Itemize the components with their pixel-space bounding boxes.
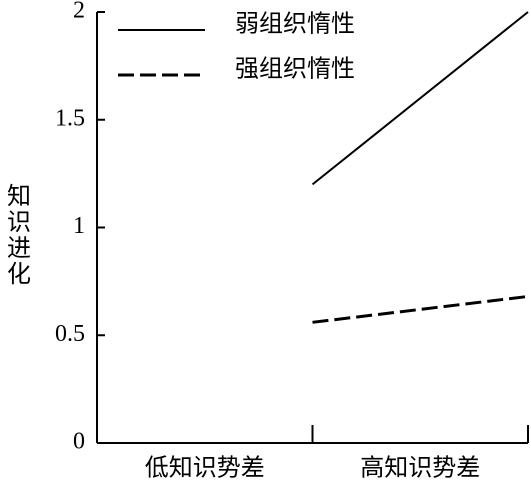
x-tick-label: 低知识势差 — [145, 455, 265, 482]
y-tick-label: 0.5 — [55, 321, 85, 347]
y-tick-label: 1.5 — [55, 105, 85, 131]
y-axis-label: 知识进化 — [2, 183, 30, 287]
legend-label: 弱组织惰性 — [235, 11, 355, 38]
legend-label: 强组织惰性 — [235, 56, 355, 83]
y-tick-label: 0 — [73, 429, 85, 455]
y-axis-label: 知识进化 — [2, 183, 30, 287]
x-tick-label: 高知识势差 — [360, 455, 480, 482]
y-tick-label: 2 — [73, 0, 85, 24]
series-line — [311, 11, 529, 186]
y-tick-label: 1 — [73, 213, 85, 239]
series-line — [312, 294, 529, 324]
